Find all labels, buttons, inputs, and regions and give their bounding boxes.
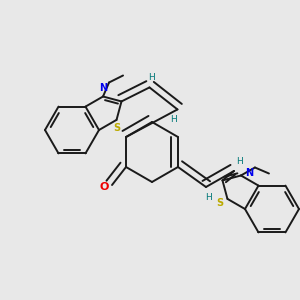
Text: N: N xyxy=(245,169,253,178)
Text: H: H xyxy=(170,115,177,124)
Text: H: H xyxy=(237,157,243,166)
Text: S: S xyxy=(216,198,223,208)
Text: N: N xyxy=(99,83,107,94)
Text: S: S xyxy=(113,123,120,133)
Text: H: H xyxy=(206,194,212,202)
Text: H: H xyxy=(148,73,155,82)
Text: O: O xyxy=(99,182,109,192)
